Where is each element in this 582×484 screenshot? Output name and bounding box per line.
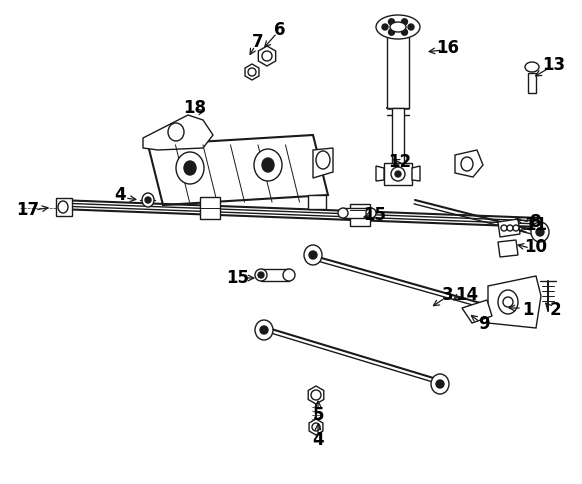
Text: 12: 12 — [388, 153, 411, 171]
Text: 13: 13 — [542, 56, 566, 74]
Text: 9: 9 — [478, 315, 490, 333]
Polygon shape — [258, 46, 276, 66]
FancyBboxPatch shape — [528, 73, 536, 93]
Ellipse shape — [525, 62, 539, 72]
FancyBboxPatch shape — [261, 269, 289, 281]
Ellipse shape — [391, 167, 405, 181]
Ellipse shape — [531, 222, 549, 242]
Text: 6: 6 — [274, 21, 286, 39]
Ellipse shape — [283, 269, 295, 281]
Ellipse shape — [58, 201, 68, 213]
Ellipse shape — [258, 272, 264, 278]
Ellipse shape — [176, 152, 204, 184]
Polygon shape — [148, 135, 328, 205]
FancyBboxPatch shape — [200, 197, 220, 219]
Polygon shape — [455, 150, 483, 177]
Text: 3: 3 — [442, 286, 454, 304]
Text: 5: 5 — [313, 406, 324, 424]
Ellipse shape — [461, 157, 473, 171]
Text: 15: 15 — [364, 206, 386, 224]
FancyBboxPatch shape — [392, 108, 404, 163]
Ellipse shape — [338, 208, 348, 218]
FancyBboxPatch shape — [387, 33, 409, 108]
Ellipse shape — [436, 380, 444, 388]
Ellipse shape — [501, 225, 507, 231]
Ellipse shape — [254, 149, 282, 181]
Ellipse shape — [142, 193, 154, 207]
Polygon shape — [376, 166, 384, 181]
Text: 16: 16 — [436, 39, 460, 57]
Text: 8: 8 — [530, 213, 542, 231]
Ellipse shape — [255, 269, 267, 281]
Polygon shape — [462, 300, 492, 323]
Ellipse shape — [402, 19, 407, 25]
Text: 11: 11 — [524, 216, 548, 234]
Ellipse shape — [260, 326, 268, 334]
Polygon shape — [308, 386, 324, 404]
Text: 1: 1 — [522, 301, 534, 319]
Text: 14: 14 — [456, 286, 478, 304]
Ellipse shape — [507, 225, 513, 231]
Polygon shape — [143, 115, 213, 150]
Ellipse shape — [389, 19, 395, 25]
Text: 15: 15 — [226, 269, 250, 287]
Text: 4: 4 — [114, 186, 126, 204]
Ellipse shape — [316, 151, 330, 169]
Ellipse shape — [382, 24, 388, 30]
Polygon shape — [488, 276, 541, 328]
Ellipse shape — [402, 29, 407, 35]
Ellipse shape — [262, 51, 272, 61]
Ellipse shape — [255, 320, 273, 340]
Ellipse shape — [309, 251, 317, 259]
Text: 10: 10 — [524, 238, 548, 256]
FancyBboxPatch shape — [384, 163, 412, 185]
Ellipse shape — [311, 390, 321, 400]
FancyBboxPatch shape — [56, 198, 72, 216]
Ellipse shape — [431, 374, 449, 394]
Polygon shape — [313, 148, 333, 178]
Ellipse shape — [536, 228, 544, 236]
Ellipse shape — [262, 158, 274, 172]
Ellipse shape — [395, 171, 401, 177]
Ellipse shape — [366, 208, 376, 218]
Ellipse shape — [390, 22, 406, 32]
Polygon shape — [412, 166, 420, 181]
Ellipse shape — [498, 290, 518, 314]
FancyBboxPatch shape — [308, 195, 326, 209]
Ellipse shape — [408, 24, 414, 30]
FancyBboxPatch shape — [350, 204, 370, 226]
Ellipse shape — [145, 197, 151, 203]
Ellipse shape — [513, 225, 519, 231]
Ellipse shape — [312, 423, 320, 431]
Text: 17: 17 — [16, 201, 40, 219]
Polygon shape — [498, 240, 518, 257]
Polygon shape — [309, 419, 323, 435]
Polygon shape — [498, 219, 520, 237]
Ellipse shape — [503, 297, 513, 307]
Ellipse shape — [389, 29, 395, 35]
Ellipse shape — [168, 123, 184, 141]
Text: 18: 18 — [183, 99, 207, 117]
Ellipse shape — [184, 161, 196, 175]
FancyBboxPatch shape — [343, 208, 371, 218]
Ellipse shape — [248, 68, 256, 76]
Polygon shape — [245, 64, 259, 80]
Text: 4: 4 — [312, 431, 324, 449]
Ellipse shape — [304, 245, 322, 265]
Ellipse shape — [376, 15, 420, 39]
Text: 7: 7 — [252, 33, 264, 51]
Text: 2: 2 — [549, 301, 561, 319]
